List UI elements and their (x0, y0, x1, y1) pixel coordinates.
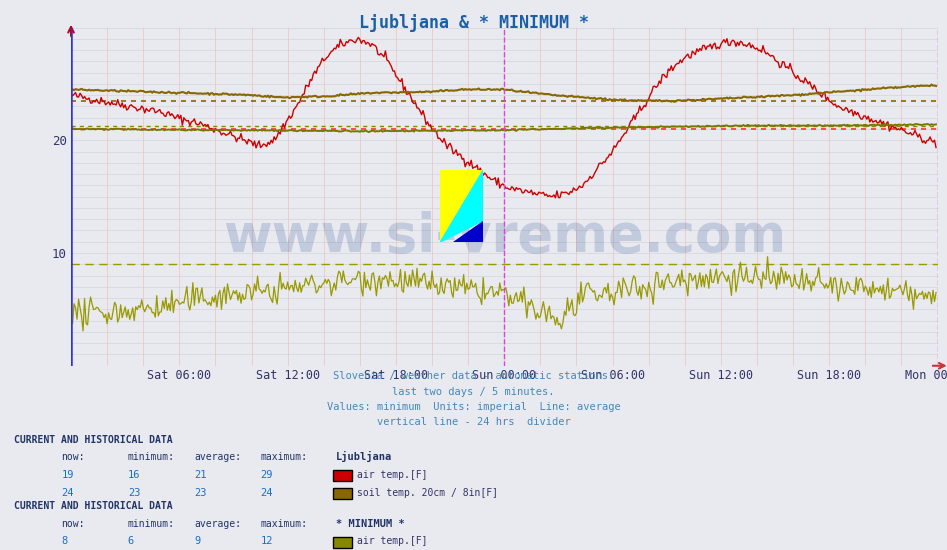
Polygon shape (454, 221, 483, 242)
Text: maximum:: maximum: (260, 452, 308, 463)
Text: average:: average: (194, 452, 241, 463)
Polygon shape (440, 170, 483, 242)
Text: 24: 24 (62, 487, 74, 498)
Text: minimum:: minimum: (128, 519, 175, 529)
Text: 24: 24 (260, 487, 273, 498)
Text: vertical line - 24 hrs  divider: vertical line - 24 hrs divider (377, 417, 570, 427)
Text: 19: 19 (62, 470, 74, 480)
Text: www.si-vreme.com: www.si-vreme.com (223, 211, 786, 263)
Text: 16: 16 (128, 470, 140, 480)
Text: 23: 23 (128, 487, 140, 498)
Text: air temp.[F]: air temp.[F] (357, 470, 427, 480)
Polygon shape (440, 170, 483, 242)
Text: maximum:: maximum: (260, 519, 308, 529)
Text: Ljubljana & * MINIMUM *: Ljubljana & * MINIMUM * (359, 14, 588, 32)
Text: 29: 29 (260, 470, 273, 480)
Text: CURRENT AND HISTORICAL DATA: CURRENT AND HISTORICAL DATA (14, 501, 173, 512)
Text: 12: 12 (260, 536, 273, 547)
Text: last two days / 5 minutes.: last two days / 5 minutes. (392, 387, 555, 397)
Text: 23: 23 (194, 487, 206, 498)
Text: 6: 6 (128, 536, 134, 547)
Text: now:: now: (62, 452, 85, 463)
Text: Ljubljana: Ljubljana (336, 452, 392, 463)
Text: soil temp. 20cm / 8in[F]: soil temp. 20cm / 8in[F] (357, 487, 498, 498)
Text: 8: 8 (62, 536, 68, 547)
Text: * MINIMUM *: * MINIMUM * (336, 519, 405, 529)
Text: CURRENT AND HISTORICAL DATA: CURRENT AND HISTORICAL DATA (14, 434, 173, 445)
Text: minimum:: minimum: (128, 452, 175, 463)
Text: 21: 21 (194, 470, 206, 480)
Text: average:: average: (194, 519, 241, 529)
Text: Values: minimum  Units: imperial  Line: average: Values: minimum Units: imperial Line: av… (327, 402, 620, 412)
Text: 9: 9 (194, 536, 201, 547)
Text: air temp.[F]: air temp.[F] (357, 536, 427, 547)
Text: Slovenia / weather data - automatic stations.: Slovenia / weather data - automatic stat… (333, 371, 614, 381)
Text: now:: now: (62, 519, 85, 529)
